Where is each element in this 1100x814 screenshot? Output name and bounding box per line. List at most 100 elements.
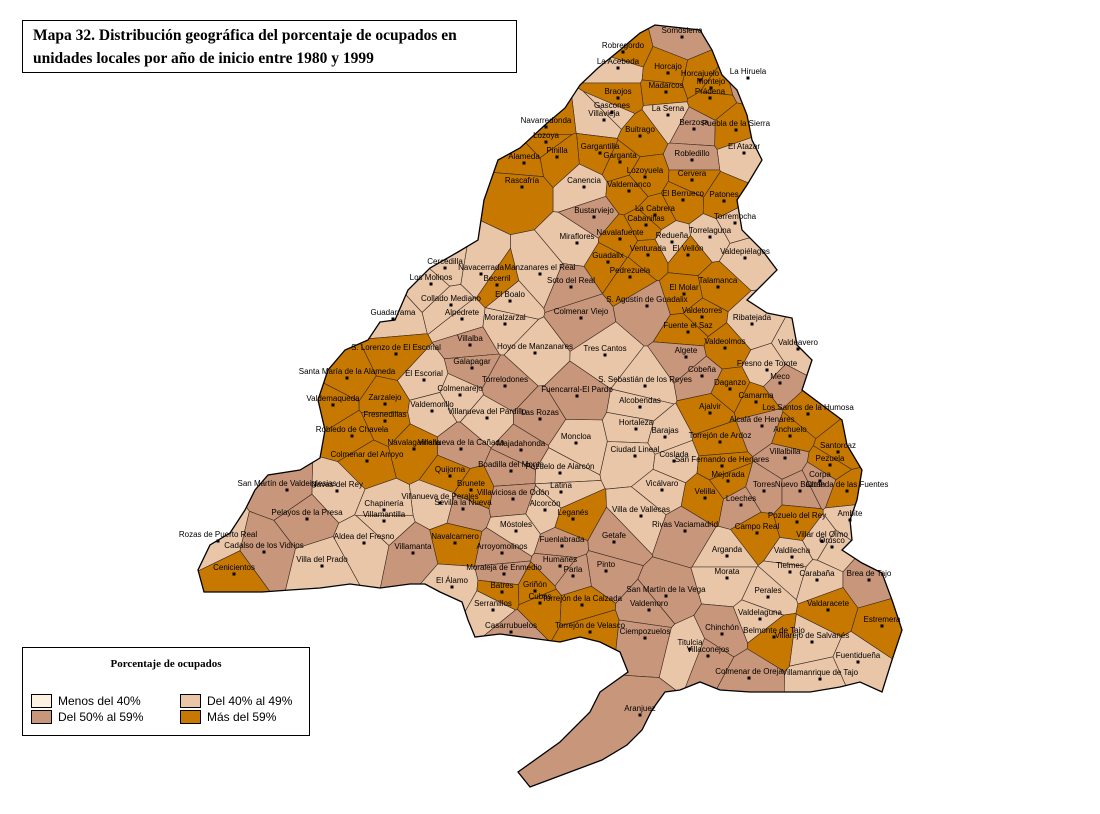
municipality-label: Tielmes: [776, 561, 804, 570]
town-marker: [509, 469, 513, 473]
town-marker: [216, 539, 220, 543]
town-marker: [815, 578, 819, 582]
town-marker: [610, 110, 614, 114]
municipality-label: Santa María de la Alameda: [299, 367, 396, 376]
municipality-label: Valdeolmos: [704, 337, 745, 346]
municipality-label: Villavieja: [588, 109, 620, 118]
municipality-label: Pezuela: [816, 454, 845, 463]
legend-swatch: [31, 710, 52, 724]
municipality-label: Perales: [754, 586, 781, 595]
town-marker: [720, 632, 724, 636]
town-marker: [606, 260, 610, 264]
town-marker: [703, 496, 707, 500]
town-marker: [633, 454, 637, 458]
municipality-label: Serranillos: [474, 599, 512, 608]
municipality-label: Estremera: [864, 615, 901, 624]
town-marker: [495, 283, 499, 287]
municipality-label: Villalba: [457, 334, 483, 343]
municipality-label: Villa de Vallecas: [612, 505, 670, 514]
municipality-label: Villar del Olmo: [796, 530, 848, 539]
municipality-label: Valdetorres: [682, 306, 722, 315]
municipality-label: Olmeda de las Fuentes: [806, 480, 889, 489]
municipality-label: Navacerrada: [458, 263, 504, 272]
municipality-label: Ajalvir: [699, 402, 721, 411]
town-marker: [383, 419, 387, 423]
town-marker: [709, 86, 713, 90]
town-marker: [461, 507, 465, 511]
town-marker: [543, 508, 547, 512]
town-marker: [666, 71, 670, 75]
town-marker: [469, 488, 473, 492]
town-marker: [746, 76, 750, 80]
town-marker: [647, 608, 651, 612]
town-marker: [706, 654, 710, 658]
municipality-label: Alameda: [508, 152, 540, 161]
municipality-label: La Cabrera: [635, 204, 676, 213]
municipality-label: Coslada: [659, 450, 689, 459]
town-marker: [598, 151, 602, 155]
municipality-label: Robledo de Chavela: [316, 425, 389, 434]
town-marker: [645, 304, 649, 308]
municipality-label: Bustarviejo: [574, 206, 614, 215]
town-marker: [345, 376, 349, 380]
town-marker: [533, 351, 537, 355]
town-marker: [754, 400, 758, 404]
municipality-label: Casarrubuelos: [485, 621, 537, 630]
town-marker: [514, 529, 518, 533]
town-marker: [708, 411, 712, 415]
municipality-label: Zarzalejo: [369, 393, 402, 402]
municipality-label: Fresno de Torote: [737, 359, 798, 368]
municipality-label: Villarejo de Salvanés: [775, 631, 850, 640]
town-marker: [742, 151, 746, 155]
town-marker: [684, 355, 688, 359]
municipality-label: Lozoyuela: [627, 166, 664, 175]
town-marker: [634, 427, 638, 431]
municipality-label: Daganzo: [714, 378, 747, 387]
municipality-label: Horcajo: [654, 62, 682, 71]
municipality-label: Alcalá de Henares: [729, 415, 794, 424]
municipality-label: Patones: [709, 190, 738, 199]
town-marker: [806, 412, 810, 416]
municipality-label: Ribatejada: [733, 313, 772, 322]
town-marker: [848, 518, 852, 522]
town-marker: [798, 489, 802, 493]
municipality-label: Rascafría: [505, 176, 540, 185]
municipality-cell: [842, 520, 902, 609]
municipality-label: Camarma: [738, 391, 774, 400]
municipality-label: Orusco: [819, 536, 845, 545]
municipality-label: Algete: [675, 346, 698, 355]
town-marker: [666, 113, 670, 117]
municipality-label: Rivas Vaciamadrid: [652, 520, 718, 529]
town-marker: [412, 447, 416, 451]
municipality-label: Corpa: [809, 470, 831, 479]
municipality-label: El Berrueco: [662, 189, 704, 198]
town-marker: [580, 603, 584, 607]
municipality-label: Colmenar Viejo: [554, 307, 609, 316]
municipality-label: Carabaña: [799, 569, 835, 578]
municipality-label: Navalcarnero: [431, 532, 479, 541]
town-marker: [491, 608, 495, 612]
town-marker: [479, 272, 483, 276]
municipality-label: Navas del Rey: [311, 480, 363, 489]
municipality-label: Loeches: [726, 494, 756, 503]
municipality-label: Cercedilla: [427, 257, 463, 266]
municipality-label: Canencia: [567, 176, 601, 185]
municipality-label: Arroyomolinos: [476, 542, 527, 551]
municipality-label: Fuenlabrada: [540, 535, 585, 544]
municipality-label: Hortaleza: [619, 418, 654, 427]
town-marker: [672, 459, 676, 463]
town-marker: [429, 282, 433, 286]
municipality-label: S. Agustín de Guadalix: [606, 295, 687, 304]
town-marker: [558, 564, 562, 568]
municipality-label: Latina: [550, 481, 572, 490]
town-marker: [643, 175, 647, 179]
municipality-cell: [198, 360, 314, 521]
town-marker: [686, 330, 690, 334]
municipality-label: Aranjuez: [624, 704, 656, 713]
town-marker: [438, 501, 442, 505]
municipality-label: Fresnedillas: [363, 410, 406, 419]
municipality-label: Soto del Real: [547, 276, 595, 285]
town-marker: [790, 555, 794, 559]
town-marker: [544, 140, 548, 144]
